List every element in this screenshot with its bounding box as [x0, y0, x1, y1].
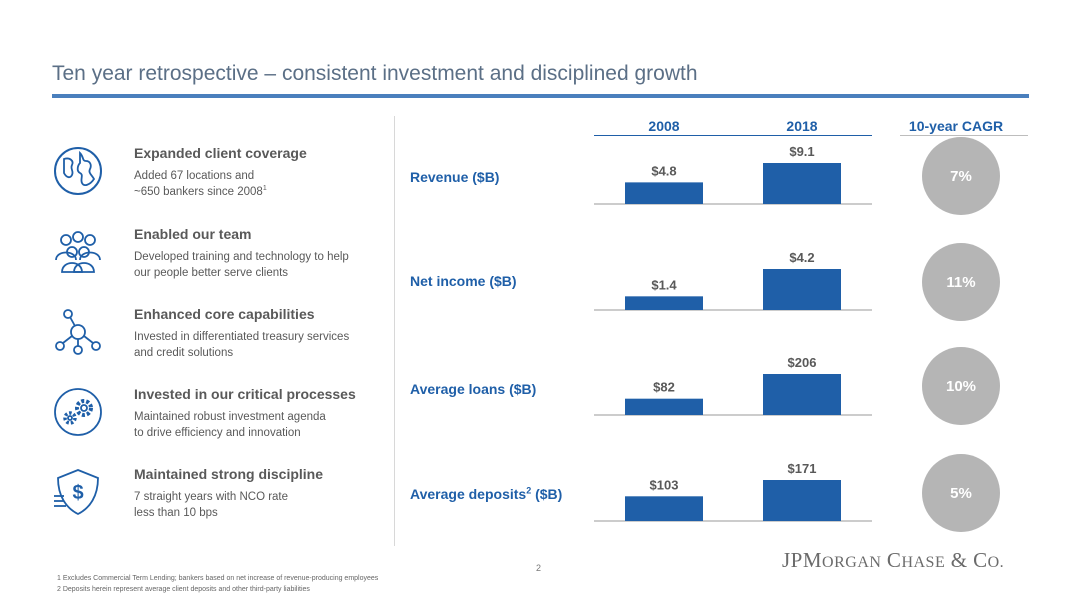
globe-icon — [52, 145, 104, 197]
bar-value-label: $9.1 — [789, 144, 814, 159]
header-year-2008: 2008 — [648, 118, 680, 134]
company-logo: JPMORGAN CHASE & CO. — [782, 548, 1005, 572]
item-description: Invested in differentiated treasury serv… — [134, 331, 350, 359]
bar-value-label: $206 — [788, 355, 817, 370]
header-rule — [594, 135, 872, 136]
item-heading: Invested in our critical processes — [134, 386, 356, 402]
bar-2018 — [763, 374, 841, 415]
metric-label-revenue: Revenue ($B) — [410, 169, 500, 185]
metric-label-average-deposits: Average deposits2 ($B) — [410, 485, 563, 502]
vertical-divider — [394, 116, 395, 546]
item-heading: Expanded client coverage — [134, 145, 307, 161]
network-icon — [52, 306, 104, 358]
item-core-capabilities: Enhanced core capabilities Invested in d… — [52, 306, 382, 376]
item-heading: Maintained strong discipline — [134, 466, 324, 482]
bar-value-label: $103 — [650, 477, 679, 492]
item-description: Added 67 locations and ~650 bankers since… — [134, 170, 267, 198]
bar-2008 — [625, 182, 703, 204]
cagr-circle-average-loans: 10% — [922, 347, 1000, 425]
bar-value-label: $4.2 — [789, 250, 814, 265]
page-title: Ten year retrospective – consistent inve… — [52, 62, 698, 85]
item-heading: Enabled our team — [134, 226, 252, 242]
shield-dollar-icon: $ — [52, 466, 104, 518]
bar-value-label: $4.8 — [651, 163, 676, 178]
bar-value-label: $1.4 — [651, 277, 677, 292]
item-critical-processes: Invested in our critical processes Maint… — [52, 386, 382, 456]
item-heading: Enhanced core capabilities — [134, 306, 315, 322]
cagr-circle-revenue: 7% — [922, 137, 1000, 215]
metric-label-average-loans: Average loans ($B) — [410, 381, 537, 397]
item-discipline: $ Maintained strong discipline 7 straigh… — [52, 466, 382, 536]
item-description: Maintained robust investment agenda to dr… — [134, 411, 326, 439]
footnote-1: 1 Excludes Commercial Term Lending; bank… — [57, 575, 379, 582]
bar-2018 — [763, 480, 841, 521]
bar-value-label: $171 — [788, 461, 817, 476]
header-year-2018: 2018 — [786, 118, 818, 134]
gears-icon — [52, 386, 104, 438]
cagr-header-rule — [900, 135, 1028, 136]
header-cagr: 10-year CAGR — [908, 118, 1004, 134]
item-client-coverage: Expanded client coverage Added 67 locati… — [52, 145, 382, 215]
item-description: 7 straight years with NCO rate less than … — [134, 491, 289, 519]
cagr-circle-average-deposits: 5% — [922, 454, 1000, 532]
bar-2018 — [763, 163, 841, 204]
item-team: Enabled our team Developed training and … — [52, 226, 382, 296]
metric-label-net-income: Net income ($B) — [410, 273, 517, 289]
page-number: 2 — [536, 563, 542, 573]
bar-2008 — [625, 398, 703, 415]
svg-text:$: $ — [72, 482, 83, 504]
title-underline — [52, 94, 1029, 98]
bar-2008 — [625, 296, 703, 310]
cagr-circle-net-income: 11% — [922, 243, 1000, 321]
bar-chart: $4.8 $9.1 $1.4 $4.2 $82 $206 $103 $171 — [594, 144, 872, 522]
bar-2008 — [625, 496, 703, 521]
footnote-2: 2 Deposits herein represent average clie… — [57, 586, 310, 593]
team-icon — [52, 226, 104, 278]
bar-2018 — [763, 269, 841, 310]
item-description: Developed training and technology to hel… — [134, 251, 349, 279]
bar-value-label: $82 — [653, 380, 675, 395]
